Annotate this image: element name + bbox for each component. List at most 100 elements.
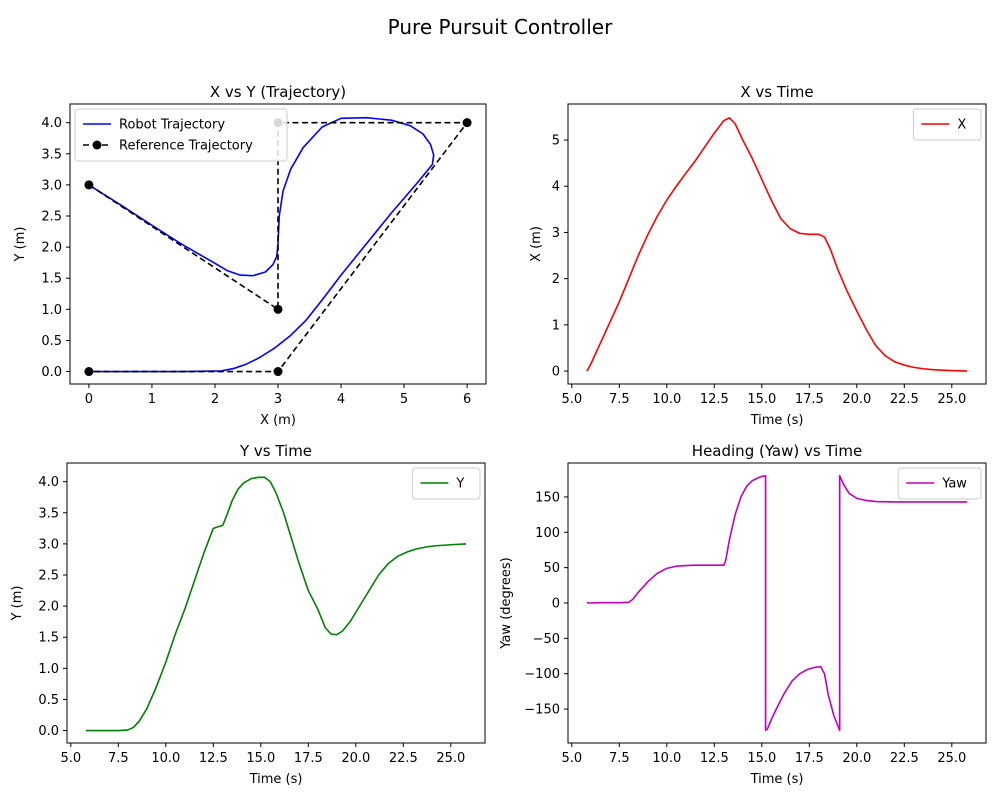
chart-title: X vs Time xyxy=(740,83,813,101)
legend-label: Reference Trajectory xyxy=(119,139,253,154)
y-tick-label: 4.0 xyxy=(41,116,62,131)
x-tick-label: 5.0 xyxy=(60,751,81,766)
x-tick-label: 15.0 xyxy=(747,392,776,407)
x-tick-label: 6 xyxy=(463,392,471,407)
x-axis-label: X (m) xyxy=(260,413,296,428)
y-tick-label: 2.0 xyxy=(41,241,62,256)
y-tick-label: 2.0 xyxy=(38,600,59,615)
y-axis-label: Yaw (degrees) xyxy=(499,557,514,649)
y-tick-label: 3.0 xyxy=(41,178,62,193)
x-axis-label: Time (s) xyxy=(249,772,303,787)
data-point xyxy=(84,180,94,190)
y-tick-label: 0.5 xyxy=(41,334,62,349)
y-tick-label: 2 xyxy=(552,272,560,287)
series-line-reference-trajectory xyxy=(88,121,468,373)
y-tick-label: 5 xyxy=(552,134,560,149)
data-point xyxy=(273,304,283,314)
y-tick-label: 150 xyxy=(535,490,560,505)
y-tick-label: 2.5 xyxy=(41,210,62,225)
y-tick-label: 3 xyxy=(552,226,560,241)
series-line-robot-trajectory xyxy=(88,116,435,373)
y-tick-label: 100 xyxy=(535,526,560,541)
x-tick-label: 7.5 xyxy=(108,751,129,766)
chart-xt: 5.0 7.5 10.0 12.5 15.0 17.5 20.0 22.5 25.0 0 1 2 3 4 5… xyxy=(529,83,987,428)
y-tick-label: −150 xyxy=(524,703,560,718)
x-tick-label: 15.0 xyxy=(747,751,776,766)
x-tick-label: 10.0 xyxy=(652,392,681,407)
y-tick-label: 4.0 xyxy=(38,475,59,490)
y-tick-label: 4 xyxy=(552,180,560,195)
series-line-x xyxy=(586,117,968,372)
x-tick-label: 20.0 xyxy=(341,751,370,766)
legend-label: Y xyxy=(455,477,464,492)
series-line-yaw xyxy=(586,474,967,732)
legend-box xyxy=(897,467,982,500)
y-tick-label: −50 xyxy=(533,632,560,647)
y-tick-label: 0 xyxy=(552,597,560,612)
y-tick-label: 1.0 xyxy=(38,662,59,677)
x-tick-label: 17.5 xyxy=(795,392,824,407)
x-tick-label: 25.0 xyxy=(937,751,966,766)
x-tick-label: 22.5 xyxy=(890,392,919,407)
x-tick-label: 12.5 xyxy=(199,751,228,766)
x-tick-label: 22.5 xyxy=(389,751,418,766)
x-tick-label: 4 xyxy=(337,392,345,407)
y-axis-label: Y (m) xyxy=(10,586,25,622)
x-tick-label: 17.5 xyxy=(294,751,323,766)
x-tick-label: 3 xyxy=(274,392,282,407)
legend-marker xyxy=(92,140,102,150)
y-tick-label: 50 xyxy=(543,561,560,576)
y-axis-label: Y (m) xyxy=(13,227,28,263)
x-tick-label: 7.5 xyxy=(609,751,630,766)
chart-yaw: 5.0 7.5 10.0 12.5 15.0 17.5 20.0 22.5 25.0 −150 −1… xyxy=(499,442,987,787)
figure-title: Pure Pursuit Controller xyxy=(388,15,613,39)
x-tick-label: 5 xyxy=(400,392,408,407)
chart-title: Heading (Yaw) vs Time xyxy=(692,442,862,460)
x-tick-label: 2 xyxy=(211,392,219,407)
x-tick-label: 10.0 xyxy=(652,751,681,766)
y-tick-label: 3.5 xyxy=(41,147,62,162)
x-tick-label: 15.0 xyxy=(246,751,275,766)
x-tick-label: 20.0 xyxy=(842,751,871,766)
y-tick-label: 1.5 xyxy=(38,631,59,646)
series-line-y xyxy=(86,476,467,732)
plot-frame xyxy=(567,462,987,744)
y-tick-label: 1 xyxy=(552,318,560,333)
x-tick-label: 0 xyxy=(85,392,93,407)
x-tick-label: 7.5 xyxy=(609,392,630,407)
y-tick-label: 2.5 xyxy=(38,569,59,584)
x-tick-label: 10.0 xyxy=(151,751,180,766)
x-tick-label: 12.5 xyxy=(700,392,729,407)
legend-label: Robot Trajectory xyxy=(119,118,225,133)
y-tick-label: −100 xyxy=(524,667,560,682)
x-tick-label: 22.5 xyxy=(890,751,919,766)
x-tick-label: 12.5 xyxy=(700,751,729,766)
plot-frame xyxy=(567,103,987,385)
x-axis-label: Time (s) xyxy=(750,413,804,428)
chart-title: X vs Y (Trajectory) xyxy=(210,83,346,101)
data-point xyxy=(84,367,94,377)
y-tick-label: 0.0 xyxy=(38,724,59,739)
data-point xyxy=(462,118,472,128)
chart-yt: 5.0 7.5 10.0 12.5 15.0 17.5 20.0 22.5 25.0 0.0 0.5… xyxy=(10,442,486,787)
y-tick-label: 3.5 xyxy=(38,506,59,521)
y-tick-label: 3.0 xyxy=(38,537,59,552)
y-axis-label: X (m) xyxy=(529,226,544,262)
plot-frame xyxy=(66,462,486,744)
y-tick-label: 1.0 xyxy=(41,303,62,318)
y-tick-label: 0 xyxy=(552,365,560,380)
x-tick-label: 5.0 xyxy=(561,751,582,766)
y-tick-label: 1.5 xyxy=(41,272,62,287)
x-tick-label: 20.0 xyxy=(842,392,871,407)
x-tick-label: 5.0 xyxy=(561,392,582,407)
y-tick-label: 0.5 xyxy=(38,693,59,708)
x-tick-label: 17.5 xyxy=(795,751,824,766)
x-axis-label: Time (s) xyxy=(750,772,804,787)
y-tick-label: 0.0 xyxy=(41,365,62,380)
data-point xyxy=(273,367,283,377)
chart-xy: 0 1 2 3 4 5 6 0.0 0.5 1.0 1.5 2.0 2.5 3.0 3.5 4.0 X vs Y… xyxy=(13,83,487,428)
legend-box xyxy=(74,108,288,162)
x-tick-label: 25.0 xyxy=(436,751,465,766)
